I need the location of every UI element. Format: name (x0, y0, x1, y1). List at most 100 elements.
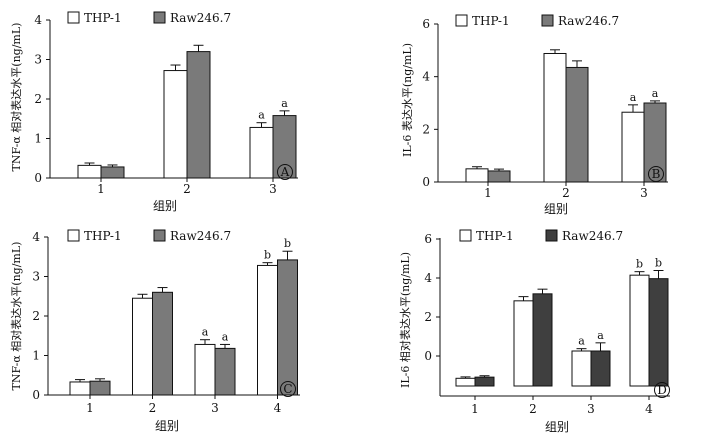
bar (465, 168, 489, 183)
y-tick-label: 2 (424, 310, 432, 324)
x-tick-label: 1 (86, 401, 94, 415)
bar (89, 380, 111, 396)
legend-swatch (153, 229, 166, 242)
panel-letter-circle (654, 382, 670, 398)
significance-label: a (652, 87, 659, 100)
y-tick-label: 2 (422, 122, 430, 136)
legend-label: Raw246.7 (558, 14, 619, 28)
bar (77, 164, 102, 179)
y-axis-label: IL-6 相对表达水平(ng/mL) (398, 252, 412, 388)
y-tick-label: 3 (34, 53, 42, 67)
y-tick-label: 1 (32, 349, 40, 363)
y-axis-label: TNF-α 相对表达水平(ng/mL) (9, 242, 23, 391)
y-tick-label: 2 (34, 92, 42, 106)
bar (277, 259, 298, 396)
y-tick-label: 6 (422, 17, 430, 31)
legend-label: THP-1 (84, 11, 122, 25)
y-tick-label: 0 (424, 349, 432, 363)
y-tick-label: 1 (34, 132, 42, 146)
y-axis-label: IL-6 表达水平(ng/mL) (400, 43, 414, 157)
bar (69, 381, 91, 396)
significance-label: a (578, 335, 585, 348)
y-tick-label: 0 (32, 388, 40, 402)
x-tick-label: 3 (640, 186, 648, 200)
x-axis-label: 组别 (545, 420, 569, 434)
bar (194, 343, 216, 396)
significance-label: a (630, 91, 637, 104)
y-tick-label: 6 (424, 232, 432, 246)
bar (152, 291, 173, 396)
legend-swatch (541, 14, 554, 27)
x-tick-label: 4 (274, 401, 282, 415)
bar (249, 126, 274, 179)
legend-swatch (67, 229, 80, 242)
panel-letter: B (652, 167, 661, 181)
legend-label: Raw246.7 (170, 11, 231, 25)
legend-label: THP-1 (476, 229, 514, 243)
y-axis-label: TNF-α 相对表达水平(ng/mL) (9, 23, 23, 172)
panel-letter: A (280, 165, 290, 179)
x-tick-label: 1 (97, 182, 105, 196)
legend-swatch (459, 229, 472, 242)
bar (163, 70, 188, 179)
significance-label: a (202, 326, 209, 339)
x-axis-label: 组别 (544, 202, 568, 216)
bar (532, 293, 553, 387)
panel-letter: C (283, 382, 292, 396)
y-tick-label: 4 (422, 70, 430, 84)
bar (257, 264, 278, 396)
legend-label: THP-1 (84, 229, 122, 243)
panel-letter-circle (277, 164, 293, 180)
bar (132, 297, 153, 396)
significance-label: b (264, 249, 271, 262)
bar (474, 376, 495, 387)
x-tick-label: 2 (562, 186, 570, 200)
x-tick-label: 2 (149, 401, 157, 415)
x-tick-label: 3 (269, 182, 277, 196)
legend-swatch (67, 11, 80, 24)
panel-c: 0 1 2 3 4 1 2 a a 3 bb 4 THP-1 Raw246.7 TNF-α 相对表达水平(n… (9, 229, 300, 433)
bar (590, 350, 611, 387)
legend-label: Raw246.7 (170, 229, 231, 243)
bar (565, 66, 589, 183)
bar (186, 51, 211, 179)
bar (648, 278, 669, 387)
y-tick-label: 4 (34, 13, 42, 27)
bar (543, 52, 567, 183)
significance-label: a (258, 109, 265, 122)
panel-a: 0 1 2 3 4 1 2 a a 3 THP-1 Raw246.7 TNF-α 相对表达水平(ng/m… (9, 11, 298, 213)
y-tick-label: 2 (32, 309, 40, 323)
legend-swatch (545, 229, 558, 242)
y-tick-label: 4 (32, 230, 40, 244)
bar (513, 300, 534, 387)
significance-label: a (281, 97, 288, 110)
significance-label: b (655, 257, 662, 270)
significance-label: b (636, 258, 643, 271)
y-tick-label: 3 (32, 270, 40, 284)
panel-letter-circle (648, 166, 664, 182)
bar (100, 166, 125, 179)
legend-label: Raw246.7 (562, 229, 623, 243)
bar (214, 347, 236, 396)
y-tick-label: 0 (422, 175, 430, 189)
legend-label: THP-1 (472, 14, 510, 28)
bar (629, 274, 650, 387)
x-axis-label: 组别 (155, 419, 179, 433)
x-tick-label: 3 (211, 401, 219, 415)
panel-d: 6 4 2 0 1 2 a a 3 b b 4 THP-1 Raw246.7 IL-6 相对表达水平(ng/… (398, 229, 670, 434)
y-tick-label: 4 (424, 271, 432, 285)
panel-letter-circle (280, 381, 296, 397)
x-tick-label: 4 (645, 402, 653, 416)
x-tick-label: 2 (183, 182, 191, 196)
y-tick-label: 0 (34, 171, 42, 185)
legend-swatch (153, 11, 166, 24)
significance-label: a (597, 329, 604, 342)
panel-letter: D (657, 383, 667, 397)
x-tick-label: 2 (529, 402, 537, 416)
bar (571, 350, 592, 387)
x-axis-label: 组别 (153, 199, 177, 213)
significance-label: b (284, 237, 291, 250)
x-tick-label: 3 (587, 402, 595, 416)
bar (487, 170, 511, 183)
